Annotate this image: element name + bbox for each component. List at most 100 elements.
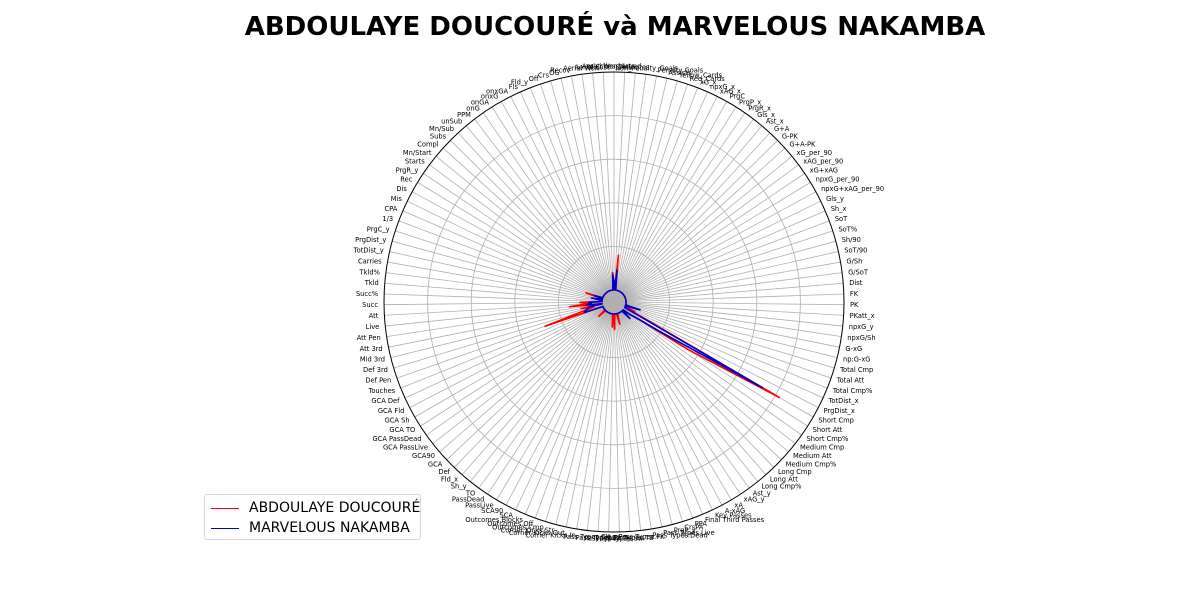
category-label-a-xag: A-xAG [725,507,745,515]
grid-spoke [384,293,615,303]
category-label-to: TO [465,489,475,497]
grid-spoke [613,78,668,303]
category-label-total-att: Total Att [836,377,865,385]
grid-spoke [402,210,615,303]
category-label-total-cmp: Total Cmp [839,366,873,374]
category-label-pass-types-fk: Pass Types.FK [618,533,665,541]
grid-spoke [613,87,699,303]
category-label-fk: FK [850,290,859,298]
grid-spoke [613,173,805,303]
category-label-att-3rd: Att 3rd [360,345,383,353]
grid-spoke [534,301,615,519]
grid-spoke [515,301,615,511]
category-label-corner-kicks-str: Corner Kicks.Str [501,527,555,535]
grid-spoke [613,293,844,303]
grid-spoke [613,147,786,303]
grid-spoke [500,101,615,303]
grid-spoke [392,240,615,303]
category-label-np-g-xg: np:G-xG [843,355,870,363]
grid-spoke [613,261,841,303]
category-label-gca-to: GCA TO [389,426,415,434]
category-label-ast-y: Ast_y [753,489,771,497]
category-label-yellow-cards: Yellow_Cards [678,72,723,80]
category-label-pass-types-ti: Pass Types.TI [576,534,620,542]
category-label-corner-kicks-in: Corner Kicks.In [525,531,575,539]
category-label-passlive: PassLive [465,501,493,509]
grid-spoke [395,230,615,303]
category-label-sot: SoT [835,215,848,223]
category-label-crs: Crs [538,72,549,80]
grid-spoke [613,191,816,303]
category-label-long-cmp: Long Cmp% [761,483,801,491]
category-label-ppa: PPA [695,520,708,528]
grid-spoke [597,301,615,532]
grid-spoke [613,301,683,522]
category-label-final-third-passes: Final Third Passes [705,516,765,524]
grid-spoke [613,301,713,511]
grid-spoke [613,301,759,482]
grid-spoke [545,301,615,522]
grid-spoke [613,301,631,532]
category-label-aerial-won: Aerial Won% [582,63,624,71]
grid-spoke [388,301,615,348]
category-label-minutes: minutes [622,63,650,71]
category-label-corner-kicks-out: Corner Kicks.Out [509,529,566,537]
category-label-g-xg: G-xG [845,345,862,353]
grid-spoke [613,301,694,519]
category-label-xag-per-90: xAG_per_90 [803,157,843,165]
grid-spoke [461,301,615,475]
grid-spoke [529,87,615,303]
category-label-dist: Dist [849,279,862,287]
category-label-live: Live [366,323,380,331]
category-label-xg-xag: xG+xAG [810,166,838,174]
grid-spoke [398,220,615,303]
grid-spoke [417,182,615,303]
category-label-att: Att [369,312,379,320]
category-label-matches-played: matches_played [587,62,642,70]
grid-spoke [384,301,615,306]
category-label-pass-types-dead: Pass Types.Dead [652,531,708,539]
grid-spoke [384,301,615,316]
grid-spoke [457,132,615,303]
category-label-aerial-won: Aerial Won [563,65,599,73]
chart-title: ABDOULAYE DOUCOURÉ và MARVELOUS NAKAMBA [244,12,986,42]
grid-spoke [613,301,819,408]
grid-spoke [613,301,704,515]
grid-spoke [613,301,723,506]
category-label-medium-cmp: Medium Cmp% [786,460,837,468]
category-label-g-pk: G-PK [782,132,799,140]
category-label-aerial-lost: Aerial Lost [575,63,610,71]
category-label-sca90: SCA90 [481,507,503,515]
grid-spoke [613,301,838,359]
grid-spoke [389,251,615,303]
category-label-npxg-per-90: npxG_per_90 [816,176,860,184]
category-label-medium-att: Medium Att [793,452,832,460]
legend-label-doucoure: ABDOULAYE DOUCOURÉ [249,500,421,516]
category-label-tkld: Tkld [364,279,379,287]
category-label-g-sh: G/Sh [846,257,862,265]
grid-spoke [576,301,615,530]
category-label-outcomes-blocks: Outcomes.Blocks [465,516,523,524]
category-label-npxg-xag-per-90: npxG+xAG_per_90 [821,185,884,193]
grid-spoke [613,301,652,530]
category-label-def: Def [438,468,450,476]
grid-spoke [565,301,615,528]
grid-spoke [613,80,678,303]
category-label-starts: starts [615,63,635,71]
category-label-gls-x: Gls_x [757,111,775,119]
category-label-short-att: Short Att [813,426,843,434]
category-label-succ: Succ [362,301,378,309]
category-label-starts: Starts [405,157,425,165]
category-label-def-3rd: Def 3rd [363,366,388,374]
grid-spoke [540,83,615,303]
category-label-pkatt-x: PKatt_x [850,312,875,320]
grid-spoke [613,75,657,303]
category-label-subs: Subs [430,132,447,140]
grid-spoke [385,272,615,303]
grid-spoke [414,301,615,418]
grid-spoke [613,96,718,303]
grid-spoke [613,251,839,303]
category-label-prgr-x: PrgR_x [748,104,771,112]
category-label-mid-3rd: Mid 3rd [360,355,385,363]
